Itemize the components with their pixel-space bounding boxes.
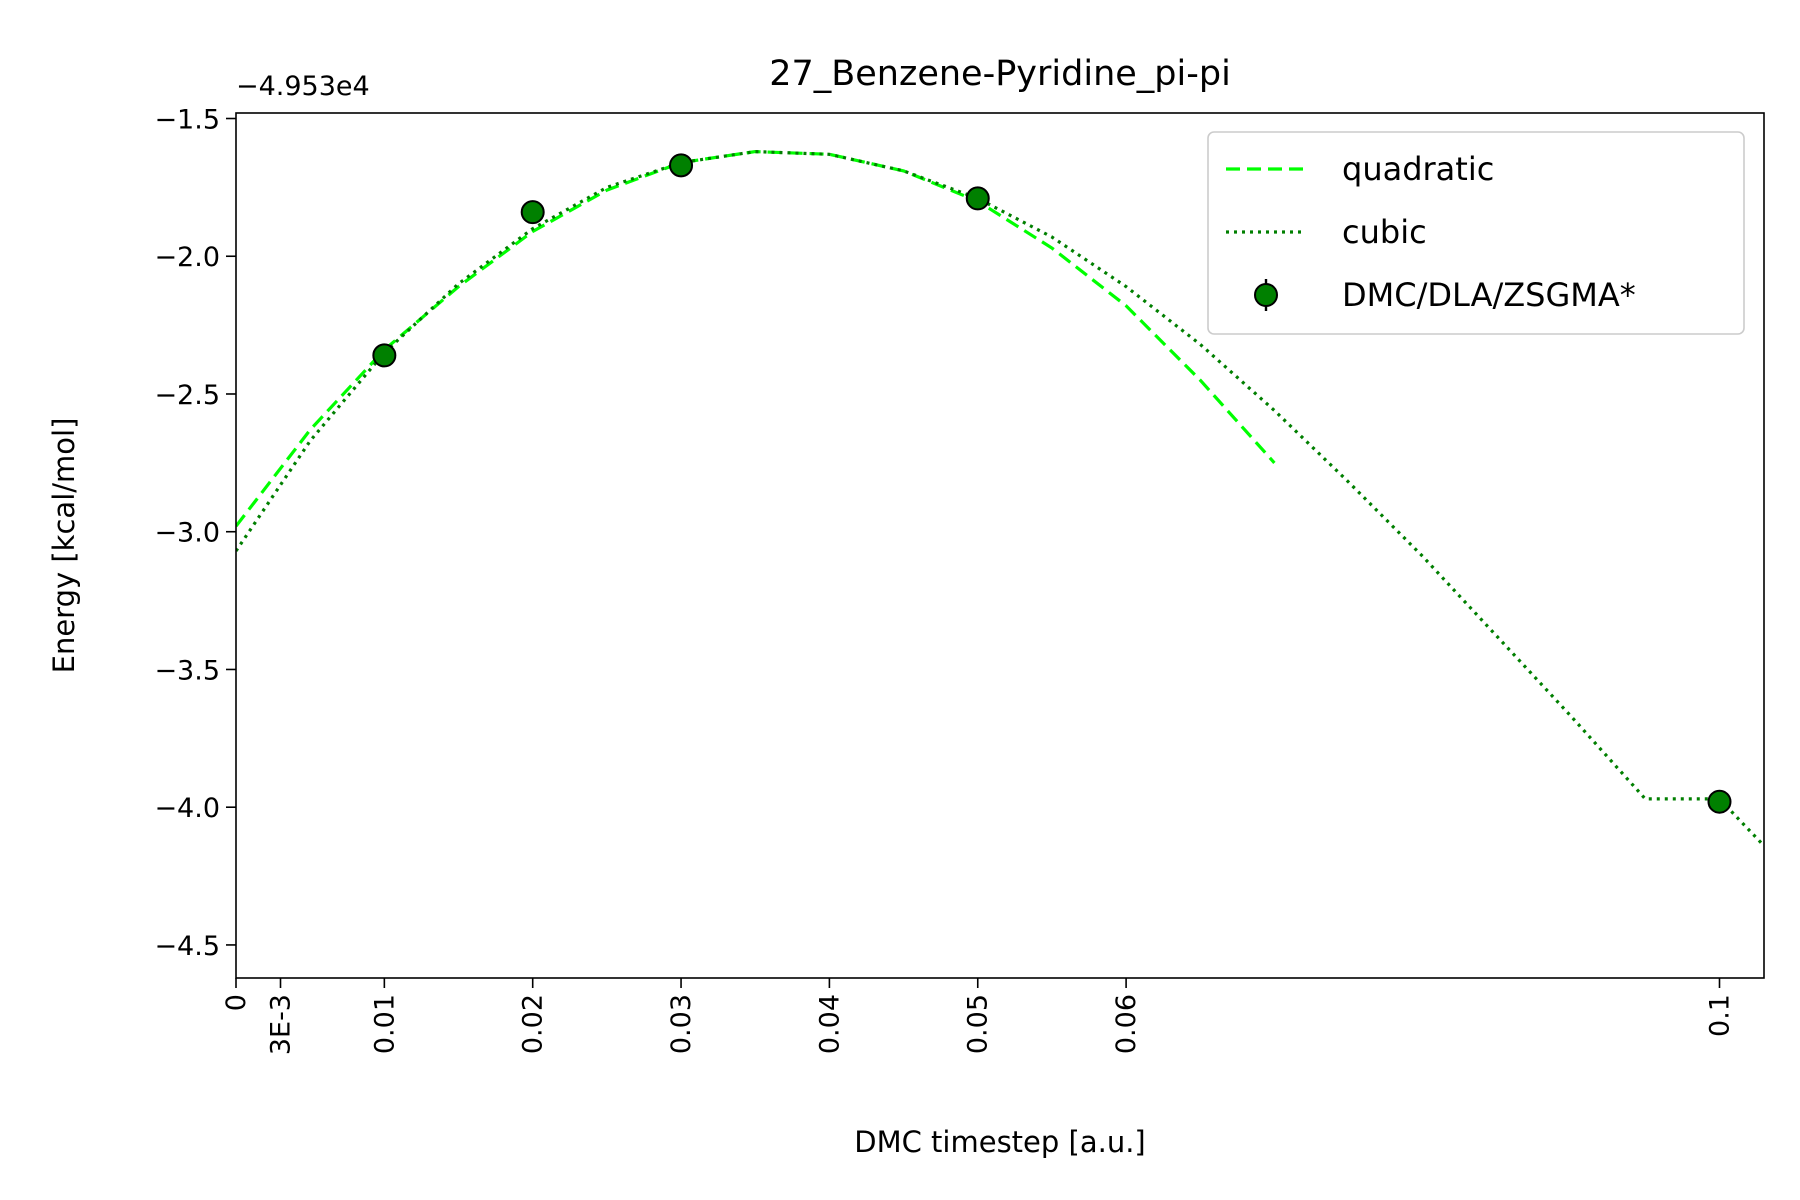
data-point — [669, 153, 694, 178]
plot-frame — [235, 112, 1765, 979]
y-offset-text: −4.953e4 — [236, 71, 370, 102]
x-tick-label: 0.05 — [963, 994, 994, 1054]
legend: quadratic cubic DMC/DLA/ZSGMA* — [1207, 131, 1745, 335]
y-tick-label: −3.0 — [154, 518, 220, 549]
x-tick-label: 0.1 — [1704, 994, 1735, 1037]
x-tick-label: 3E-3 — [266, 994, 297, 1055]
y-tick-label: −4.0 — [154, 793, 220, 824]
legend-item: DMC/DLA/ZSGMA* — [1254, 276, 1636, 314]
x-tick-label: 0.02 — [518, 994, 549, 1054]
y-tick-label: −3.5 — [154, 655, 220, 686]
data-point — [372, 343, 397, 368]
y-axis-label: Energy [kcal/mol] — [47, 418, 81, 674]
legend-marker — [1254, 283, 1278, 307]
x-tick-label: 0.04 — [814, 994, 845, 1054]
legend-label: quadratic — [1342, 150, 1494, 188]
y-axis: −1.5 −2.0 −2.5 −3.0 −3.5 −4.0 −4.5 — [154, 105, 236, 962]
y-tick-label: −4.5 — [154, 931, 220, 962]
x-tick-label: 0 — [221, 994, 252, 1011]
x-tick-label: 0.01 — [369, 994, 400, 1054]
y-tick-label: −1.5 — [154, 105, 220, 136]
legend-label: cubic — [1342, 213, 1427, 251]
data-point — [1707, 789, 1732, 814]
chart-title: 27_Benzene-Pyridine_pi-pi — [769, 54, 1231, 94]
x-axis-label: DMC timestep [a.u.] — [854, 1125, 1146, 1159]
series-dmc-points — [372, 153, 1732, 814]
y-tick-label: −2.0 — [154, 242, 220, 273]
legend-label: DMC/DLA/ZSGMA* — [1342, 276, 1636, 314]
data-point — [965, 186, 990, 211]
x-tick-label: 0.06 — [1111, 994, 1142, 1054]
x-axis: 0 3E-3 0.01 0.02 0.03 0.04 0.05 0.06 0.1 — [221, 978, 1735, 1055]
data-point — [520, 200, 545, 225]
legend-box — [1207, 131, 1745, 335]
legend-item: quadratic — [1226, 150, 1494, 188]
legend-item: cubic — [1226, 213, 1427, 251]
x-tick-label: 0.03 — [666, 994, 697, 1054]
series-layer — [236, 149, 1764, 847]
y-tick-label: −2.5 — [154, 380, 220, 411]
series-line-quadratic — [236, 149, 1276, 528]
